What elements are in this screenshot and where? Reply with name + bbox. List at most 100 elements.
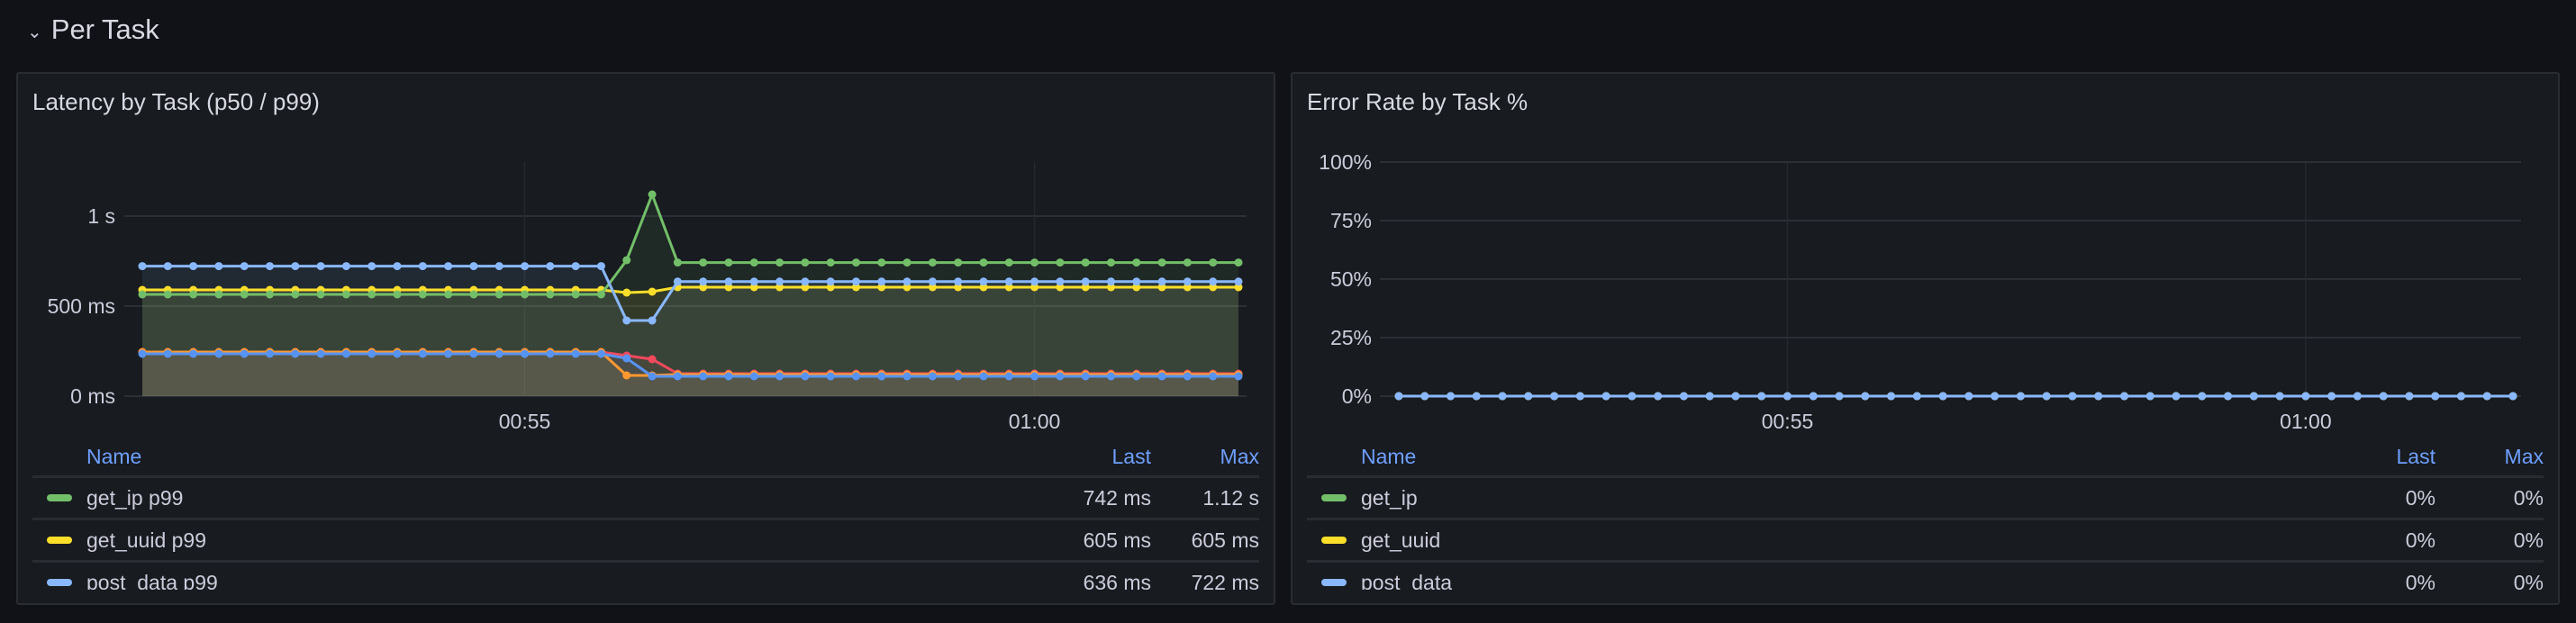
data-point <box>699 277 708 286</box>
legend-series-name[interactable]: post_data <box>1361 570 1453 591</box>
legend-last-value: 605 ms <box>1083 528 1151 552</box>
data-point <box>1209 283 1218 292</box>
legend-series-name[interactable]: get_ip <box>1361 485 1418 510</box>
legend-row[interactable]: get_ip p99 742 ms 1.12 s <box>32 478 1259 520</box>
legend-max-value: 1.12 s <box>1202 485 1259 510</box>
series-area-fill <box>142 194 1238 396</box>
data-point <box>2482 392 2491 401</box>
series-area-fill <box>142 287 1238 396</box>
data-point <box>877 372 886 381</box>
data-point <box>316 290 325 299</box>
data-point <box>2456 392 2465 401</box>
legend-row[interactable]: get_uuid p99 605 ms 605 ms <box>32 520 1259 563</box>
legend: Name Last Max get_ip p99 742 ms 1.12 s g… <box>32 438 1259 590</box>
data-point <box>214 349 223 358</box>
data-point <box>367 262 376 271</box>
legend-row[interactable]: get_ip 0% 0% <box>1307 478 2544 520</box>
series-area-fill <box>142 352 1238 396</box>
data-point <box>1183 283 1192 292</box>
data-point <box>367 290 376 299</box>
data-point <box>2249 392 2258 401</box>
data-point <box>979 283 988 292</box>
series-color-swatch <box>47 494 72 501</box>
data-point <box>1004 372 1013 381</box>
legend-series-name[interactable]: get_uuid <box>1361 528 1441 552</box>
y-tick-label: 0 ms <box>70 384 115 408</box>
data-point <box>546 290 555 299</box>
data-point <box>979 258 988 267</box>
data-point <box>240 262 249 271</box>
data-point <box>1004 258 1013 267</box>
data-point <box>877 258 886 267</box>
data-point <box>1234 277 1243 286</box>
data-point <box>240 349 249 358</box>
data-point <box>1183 372 1192 381</box>
legend-last-value: 0% <box>2405 485 2435 510</box>
legend-row[interactable]: post_data p99 636 ms 722 ms <box>32 563 1259 590</box>
legend-header-name[interactable]: Name <box>86 445 142 468</box>
data-point <box>648 316 657 325</box>
data-point <box>1783 392 1792 401</box>
data-point <box>469 262 478 271</box>
legend-row[interactable]: post_data 0% 0% <box>1307 563 2544 590</box>
series-color-swatch <box>47 537 72 544</box>
data-point <box>596 290 605 299</box>
data-point <box>1081 277 1090 286</box>
row-header-per-task[interactable]: ⌄ Per Task <box>27 9 159 50</box>
data-point <box>189 262 198 271</box>
data-point <box>1835 392 1844 401</box>
data-point <box>826 372 835 381</box>
data-point <box>1912 392 1921 401</box>
data-point <box>979 277 988 286</box>
series-area-fill <box>142 354 1238 396</box>
legend-header-last[interactable]: Last <box>2396 445 2435 468</box>
data-point <box>928 283 937 292</box>
data-point <box>1030 277 1039 286</box>
data-point <box>316 349 325 358</box>
data-point <box>776 277 785 286</box>
data-point <box>903 277 912 286</box>
data-point <box>418 290 427 299</box>
data-point <box>1157 258 1166 267</box>
series-color-swatch <box>1321 579 1347 586</box>
legend-header-last[interactable]: Last <box>1111 445 1151 468</box>
data-point <box>1705 392 1714 401</box>
legend-series-name[interactable]: post_data p99 <box>86 570 218 591</box>
data-point <box>571 290 580 299</box>
data-point <box>1132 283 1141 292</box>
data-point <box>928 277 937 286</box>
series-line <box>142 190 1238 296</box>
chevron-down-icon: ⌄ <box>27 22 42 42</box>
legend-last-value: 0% <box>2405 528 2435 552</box>
data-point <box>494 349 503 358</box>
legend-max-value: 0% <box>2513 528 2544 552</box>
legend-header-max[interactable]: Max <box>1220 445 1259 468</box>
data-point <box>776 283 785 292</box>
data-point <box>291 290 300 299</box>
data-point <box>1030 258 1039 267</box>
data-point <box>749 372 758 381</box>
data-point <box>1234 258 1243 267</box>
data-point <box>826 258 835 267</box>
data-point <box>954 258 963 267</box>
legend-last-value: 0% <box>2405 570 2435 591</box>
legend-header-name[interactable]: Name <box>1361 445 1417 468</box>
data-point <box>622 371 631 380</box>
legend-header-max[interactable]: Max <box>2504 445 2544 468</box>
data-point <box>622 256 631 265</box>
data-point <box>648 355 657 364</box>
data-point <box>341 262 350 271</box>
data-point <box>1420 392 1429 401</box>
legend-series-name[interactable]: get_ip p99 <box>86 485 184 510</box>
data-point <box>1938 392 1947 401</box>
data-point <box>851 283 860 292</box>
legend-row[interactable]: get_uuid 0% 0% <box>1307 520 2544 563</box>
data-point <box>1157 277 1166 286</box>
series-color-swatch <box>1321 537 1347 544</box>
data-point <box>1601 392 1610 401</box>
series-color-swatch <box>47 579 72 586</box>
data-point <box>851 277 860 286</box>
data-point <box>367 349 376 358</box>
legend-last-value: 636 ms <box>1083 570 1151 591</box>
legend-series-name[interactable]: get_uuid p99 <box>86 528 207 552</box>
